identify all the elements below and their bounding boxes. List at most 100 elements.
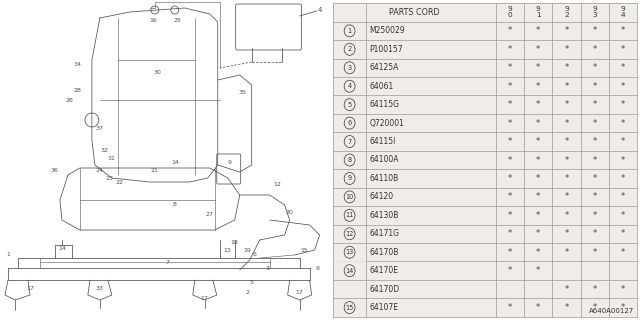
Text: *: * (621, 174, 625, 183)
Text: *: * (508, 174, 512, 183)
Text: 64110B: 64110B (369, 174, 399, 183)
Text: *: * (536, 156, 540, 164)
Text: *: * (564, 82, 568, 91)
Text: 6: 6 (348, 120, 351, 126)
Text: 12: 12 (274, 182, 282, 188)
Text: *: * (564, 248, 568, 257)
Text: 14: 14 (58, 245, 66, 251)
Text: 13: 13 (224, 247, 232, 252)
Text: *: * (508, 82, 512, 91)
Text: 9
4: 9 4 (620, 6, 625, 19)
Text: 27: 27 (205, 212, 214, 218)
Text: 10: 10 (346, 194, 354, 200)
Text: *: * (508, 26, 512, 36)
Text: 13: 13 (346, 249, 354, 255)
Text: *: * (508, 229, 512, 238)
Text: 20: 20 (285, 210, 294, 214)
Text: 64061: 64061 (369, 82, 394, 91)
Text: A640A00127: A640A00127 (589, 308, 634, 314)
Text: 64170D: 64170D (369, 284, 400, 294)
Text: *: * (621, 211, 625, 220)
Text: *: * (593, 229, 596, 238)
Text: *: * (564, 211, 568, 220)
Text: *: * (621, 137, 625, 146)
Text: *: * (564, 100, 568, 109)
Text: 9
1: 9 1 (536, 6, 541, 19)
Text: *: * (508, 211, 512, 220)
Text: 6: 6 (253, 252, 257, 258)
Text: 2: 2 (348, 46, 351, 52)
Text: 1: 1 (348, 28, 351, 34)
Text: 25: 25 (174, 18, 182, 22)
Text: *: * (593, 248, 596, 257)
Text: *: * (564, 137, 568, 146)
Text: *: * (593, 192, 596, 201)
Text: *: * (564, 174, 568, 183)
Text: 64100A: 64100A (369, 156, 399, 164)
Text: *: * (508, 45, 512, 54)
Text: 5: 5 (250, 281, 253, 285)
Text: *: * (621, 100, 625, 109)
Text: 9: 9 (228, 159, 232, 164)
Text: *: * (508, 248, 512, 257)
Text: *: * (564, 192, 568, 201)
Text: 64120: 64120 (369, 192, 394, 201)
Text: 21: 21 (151, 167, 159, 172)
Text: 31: 31 (108, 156, 116, 161)
Text: *: * (621, 248, 625, 257)
Text: *: * (593, 284, 596, 294)
Text: *: * (536, 119, 540, 128)
Text: PARTS CORD: PARTS CORD (389, 8, 440, 17)
Text: *: * (536, 45, 540, 54)
Text: 18: 18 (231, 239, 239, 244)
Text: *: * (621, 303, 625, 312)
Text: 64107E: 64107E (369, 303, 399, 312)
Text: *: * (508, 119, 512, 128)
Text: 2: 2 (246, 290, 250, 294)
Text: 17: 17 (201, 295, 209, 300)
Text: 24: 24 (96, 167, 104, 172)
Text: 15: 15 (301, 247, 308, 252)
Text: 9
2: 9 2 (564, 6, 569, 19)
Text: 64170E: 64170E (369, 266, 399, 275)
Text: 19: 19 (244, 247, 252, 252)
Text: 16: 16 (149, 18, 157, 22)
Text: *: * (621, 63, 625, 72)
Text: 9
3: 9 3 (592, 6, 597, 19)
Text: 37: 37 (96, 125, 104, 131)
Text: *: * (536, 248, 540, 257)
Text: *: * (564, 284, 568, 294)
Text: 64115G: 64115G (369, 100, 399, 109)
Text: 28: 28 (74, 87, 82, 92)
Text: 64170B: 64170B (369, 248, 399, 257)
Text: 12: 12 (346, 231, 354, 237)
Text: 23: 23 (106, 175, 114, 180)
Text: 4: 4 (317, 7, 322, 13)
Text: 4: 4 (348, 83, 351, 89)
Text: 8: 8 (348, 157, 351, 163)
Text: 35: 35 (239, 90, 246, 94)
Text: 7: 7 (348, 139, 351, 145)
Text: 7: 7 (166, 260, 170, 265)
Text: *: * (621, 229, 625, 238)
Text: 33: 33 (96, 285, 104, 291)
Text: *: * (508, 100, 512, 109)
Text: 14: 14 (346, 268, 354, 274)
Text: *: * (508, 192, 512, 201)
Text: 34: 34 (74, 62, 82, 68)
Text: 14: 14 (171, 159, 179, 164)
Text: 8: 8 (173, 203, 177, 207)
Text: 64171G: 64171G (369, 229, 399, 238)
Text: *: * (508, 137, 512, 146)
Text: 36: 36 (51, 167, 59, 172)
Text: *: * (593, 174, 596, 183)
Text: *: * (593, 100, 596, 109)
Text: 17: 17 (26, 285, 34, 291)
Text: M250029: M250029 (369, 26, 405, 36)
Text: *: * (536, 26, 540, 36)
Text: 9
0: 9 0 (508, 6, 513, 19)
Text: *: * (564, 26, 568, 36)
Text: *: * (564, 119, 568, 128)
Text: *: * (593, 26, 596, 36)
Text: *: * (536, 174, 540, 183)
